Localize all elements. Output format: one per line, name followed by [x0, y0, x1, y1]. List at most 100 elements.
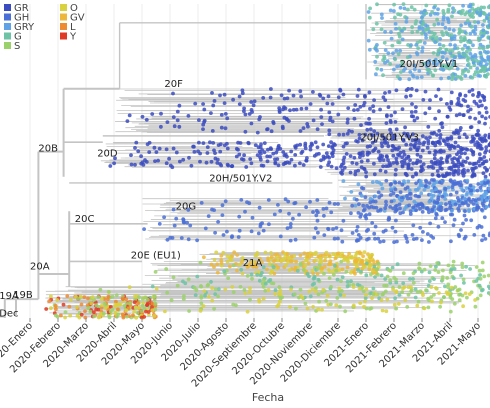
tip-point — [258, 273, 263, 278]
tip-point — [323, 258, 327, 263]
tip-point — [257, 205, 262, 210]
legend-label: GRY — [14, 22, 35, 33]
tip-point — [383, 289, 388, 294]
tip-point — [439, 67, 443, 71]
tip-point — [186, 114, 191, 118]
tip-point — [297, 295, 301, 300]
tip-point — [361, 208, 366, 213]
tip-point — [313, 252, 318, 256]
tip-point — [298, 129, 303, 133]
tip-point — [231, 302, 236, 307]
tip-point — [208, 140, 212, 145]
tip-point — [453, 46, 457, 51]
tip-point — [324, 206, 329, 211]
tip-point — [381, 58, 385, 62]
tip-point — [306, 261, 311, 266]
tip-point — [415, 75, 420, 80]
tip-point — [466, 62, 471, 66]
tip-point — [392, 9, 396, 13]
tip-point — [240, 256, 245, 260]
tip-point — [463, 93, 468, 98]
tip-point — [434, 35, 439, 40]
tip-point — [271, 151, 276, 156]
tip-point — [416, 46, 420, 50]
tip-point — [287, 256, 291, 260]
tip-point — [277, 285, 282, 290]
tip-point — [209, 111, 213, 115]
tip-point — [285, 96, 290, 101]
tip-point — [358, 155, 362, 160]
tip-point — [450, 48, 455, 53]
clade-label: 20G — [176, 202, 196, 213]
tip-point — [358, 105, 363, 109]
tip-point — [394, 218, 398, 223]
tip-point — [437, 291, 441, 295]
tip-point — [431, 166, 436, 170]
tip-point — [463, 196, 467, 201]
tip-point — [478, 273, 482, 277]
tip-point — [242, 288, 247, 292]
clade-label: 20A — [30, 261, 50, 272]
tip-point — [394, 48, 399, 53]
tip-point — [470, 75, 475, 80]
tip-point — [419, 10, 423, 15]
tip-point — [152, 314, 157, 318]
tip-point — [432, 31, 437, 36]
tip-point — [376, 261, 381, 266]
tip-point — [236, 140, 241, 145]
legend-label: GR — [14, 3, 29, 14]
tip-point — [426, 305, 431, 310]
tip-point — [484, 159, 489, 164]
tip-point — [356, 139, 360, 144]
tip-point — [205, 283, 210, 288]
tip-point — [329, 210, 334, 215]
tip-point — [465, 156, 470, 161]
tip-point — [150, 305, 154, 310]
tip-point — [444, 142, 448, 147]
tip-point — [468, 31, 473, 36]
tip-point — [153, 270, 158, 274]
tip-point — [127, 113, 132, 118]
tip-point — [249, 100, 254, 104]
tip-point — [276, 163, 281, 168]
tip-point — [409, 142, 413, 147]
tip-point — [181, 217, 186, 222]
tip-point — [444, 48, 449, 52]
tip-point — [388, 278, 393, 283]
tip-point — [145, 142, 150, 147]
tip-point — [211, 103, 216, 108]
tip-point — [53, 303, 58, 308]
tip-point — [330, 102, 335, 106]
tip-point — [417, 25, 422, 29]
tip-point — [347, 129, 351, 133]
tip-point — [294, 107, 299, 112]
tip-point — [398, 5, 403, 10]
tip-point — [348, 170, 353, 175]
tip-point — [248, 297, 252, 302]
tip-point — [471, 202, 476, 206]
tip-point — [473, 24, 478, 29]
tip-point — [487, 195, 490, 199]
tip-point — [374, 205, 379, 210]
tip-point — [265, 267, 269, 272]
tip-point — [447, 105, 452, 110]
tip-point — [340, 267, 345, 272]
tip-point — [414, 43, 419, 47]
tip-point — [401, 2, 406, 6]
tip-point — [220, 203, 225, 208]
tip-point — [483, 121, 487, 126]
tip-point — [439, 121, 443, 126]
tip-point — [432, 293, 436, 297]
tip-point — [225, 259, 230, 264]
tip-point — [333, 256, 338, 261]
tip-point — [359, 159, 364, 164]
tip-point — [225, 146, 230, 151]
tip-point — [223, 287, 228, 292]
tip-point — [472, 99, 477, 104]
tip-point — [486, 50, 490, 55]
tip-point — [172, 223, 177, 228]
tip-point — [352, 270, 356, 275]
tip-point — [456, 232, 461, 237]
tip-point — [198, 159, 202, 164]
clade-label: 20E (EU1) — [131, 250, 181, 261]
